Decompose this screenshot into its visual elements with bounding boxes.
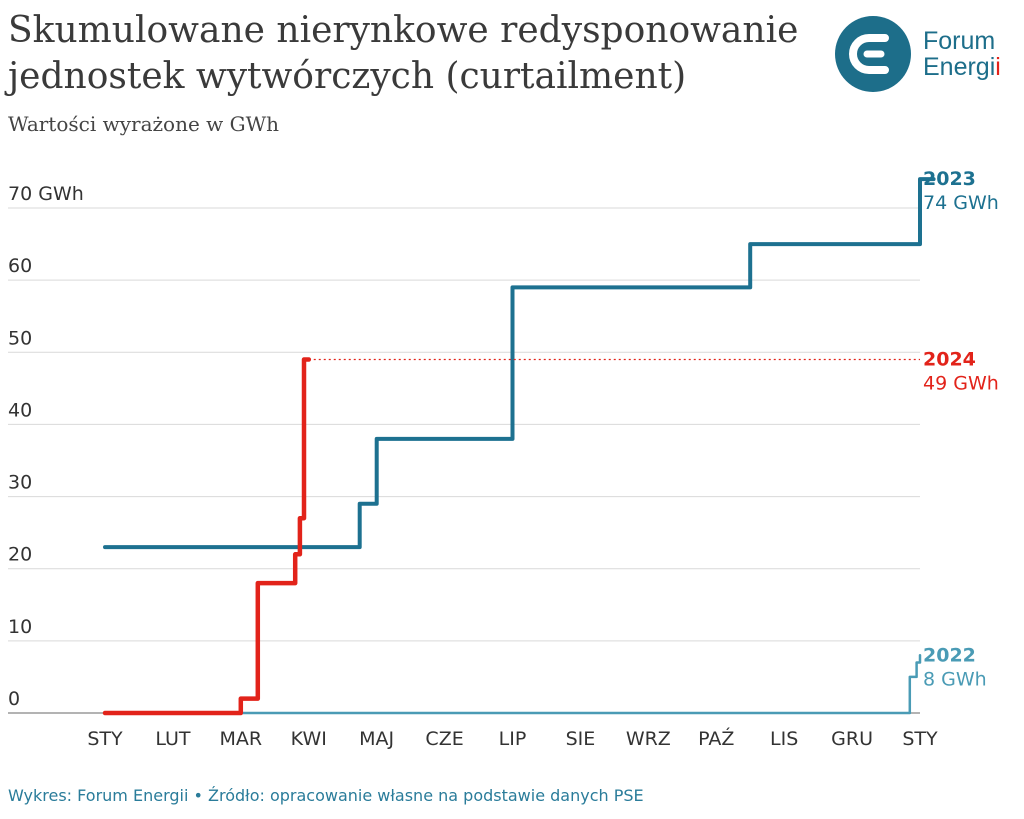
series-line-2023 — [103, 177, 936, 550]
x-tick-label: MAJ — [359, 728, 394, 750]
forum-energii-logo-mark-icon — [835, 16, 911, 92]
y-tick-label: 20 — [8, 544, 32, 566]
series-line-2024 — [102, 357, 312, 716]
x-tick-label: SIE — [566, 728, 596, 750]
series-lines — [102, 177, 936, 716]
y-tick-label: 0 — [8, 688, 20, 710]
y-tick-label: 40 — [8, 399, 32, 421]
y-tick-label: 30 — [8, 472, 32, 494]
y-tick-label: 10 — [8, 616, 32, 638]
x-tick-label: WRZ — [626, 728, 671, 750]
y-tick-label: 50 — [8, 327, 32, 349]
chart-title: Skumulowane nierynkowe redysponowanie je… — [8, 8, 808, 100]
x-tick-label: LIS — [770, 728, 798, 750]
x-tick-label: LIP — [499, 728, 527, 750]
series-total-2023: 74 GWh — [923, 192, 999, 214]
series-line-2022 — [103, 654, 922, 715]
title-line-1: Skumulowane nierynkowe redysponowanie — [8, 10, 799, 51]
logo-wordmark: Forum Energii — [923, 28, 1001, 80]
x-tick-label: LUT — [155, 728, 191, 750]
x-tick-label: STY — [87, 728, 123, 750]
curtailment-line-chart: 0 10 20 30 40 50 60 70 GWh STY LUT MAR KWI MAJ CZE LI… — [8, 168, 999, 750]
title-line-2: jednostek wytwórczych (curtailment) — [8, 56, 687, 97]
chart-subtitle: Wartości wyrażone w GWh — [8, 112, 280, 136]
y-axis-tick-labels: 0 10 20 30 40 50 60 70 GWh — [8, 183, 84, 710]
x-tick-label: GRU — [831, 728, 873, 750]
series-label-2022: 2022 — [923, 644, 976, 666]
series-label-2024: 2024 — [923, 349, 976, 371]
series-total-2024: 49 GWh — [923, 373, 999, 395]
y-tick-label: 70 GWh — [8, 183, 84, 205]
x-axis-tick-labels: STY LUT MAR KWI MAJ CZE LIP SIE WRZ PAŹ LIS GRU STY — [87, 727, 938, 750]
grid-lines — [8, 207, 920, 714]
x-tick-label: CZE — [425, 728, 463, 750]
x-tick-label: KWI — [291, 728, 327, 750]
forum-energii-logo: Forum Energii — [835, 16, 1015, 92]
series-label-2023: 2023 — [923, 168, 976, 190]
logo-word-1: Forum — [923, 27, 996, 55]
x-tick-label: STY — [902, 728, 938, 750]
series-total-2022: 8 GWh — [923, 668, 987, 690]
chart-source-note: Wykres: Forum Energii • Źródło: opracowa… — [8, 786, 644, 805]
y-tick-label: 60 — [8, 255, 32, 277]
logo-word-2: Energi — [923, 53, 996, 81]
x-tick-label: PAŹ — [698, 727, 734, 750]
logo-word-2-accent: i — [995, 53, 1001, 81]
x-tick-label: MAR — [220, 728, 263, 750]
